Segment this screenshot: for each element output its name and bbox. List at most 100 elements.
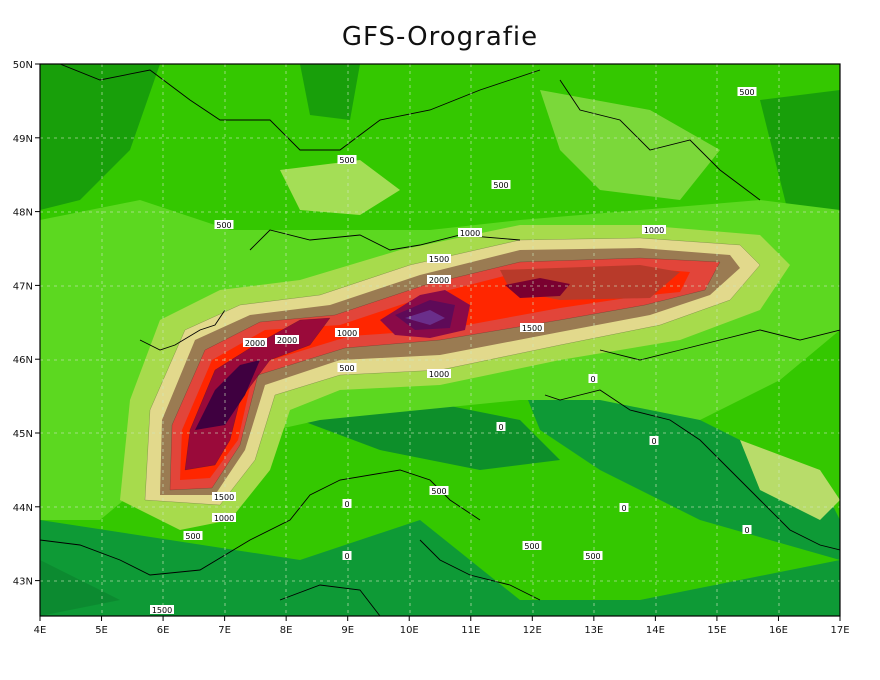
terrain-patch bbox=[300, 64, 360, 120]
x-tick-label: 17E bbox=[830, 625, 849, 636]
svg-text:0: 0 bbox=[651, 437, 656, 446]
contour-label: 2000 bbox=[275, 335, 299, 345]
terrain-patch bbox=[540, 90, 720, 200]
contour-label: 1500 bbox=[212, 492, 236, 502]
contour-label: 500 bbox=[429, 486, 449, 496]
contour-label: 1500 bbox=[520, 323, 544, 333]
svg-text:1000: 1000 bbox=[644, 226, 664, 235]
contour-label: 0 bbox=[588, 374, 598, 384]
svg-text:2000: 2000 bbox=[245, 339, 265, 348]
terrain-patch bbox=[405, 310, 445, 325]
svg-text:500: 500 bbox=[585, 552, 600, 561]
contour-label: 1500 bbox=[427, 254, 451, 264]
svg-text:1000: 1000 bbox=[460, 229, 480, 238]
terrain-patch bbox=[520, 360, 840, 560]
svg-text:0: 0 bbox=[621, 504, 626, 513]
contour-label: 500 bbox=[737, 87, 757, 97]
contour-label: 2000 bbox=[243, 338, 267, 348]
terrain-patch bbox=[505, 278, 570, 298]
terrain-patch bbox=[40, 64, 160, 210]
terrain-patch bbox=[40, 560, 120, 616]
y-tick-label: 47N bbox=[13, 281, 33, 292]
y-axis-ticks: 50N 49N 48N 47N 46N 45N 44N 43N bbox=[13, 60, 40, 588]
svg-text:2000: 2000 bbox=[429, 276, 449, 285]
svg-text:1500: 1500 bbox=[152, 606, 172, 615]
terrain-patch bbox=[195, 360, 260, 430]
contour-label: 0 bbox=[619, 503, 629, 513]
y-tick-label: 49N bbox=[13, 134, 33, 145]
contour-label: 0 bbox=[742, 525, 752, 535]
svg-text:0: 0 bbox=[590, 375, 595, 384]
svg-text:0: 0 bbox=[344, 500, 349, 509]
contour-label: 500 bbox=[522, 541, 542, 551]
x-tick-label: 12E bbox=[523, 625, 542, 636]
svg-text:1500: 1500 bbox=[522, 324, 542, 333]
svg-text:500: 500 bbox=[524, 542, 539, 551]
y-tick-label: 44N bbox=[13, 503, 33, 514]
x-tick-label: 16E bbox=[769, 625, 788, 636]
contour-label: 500 bbox=[491, 180, 511, 190]
x-tick-label: 14E bbox=[646, 625, 665, 636]
terrain-patch bbox=[170, 258, 720, 490]
x-axis-ticks: 4E 5E 6E 7E 8E 9E 10E 11E 12E 13E 14E 15E 16E 17E bbox=[34, 616, 850, 636]
svg-text:1000: 1000 bbox=[337, 329, 357, 338]
x-tick-label: 4E bbox=[34, 625, 47, 636]
x-tick-label: 15E bbox=[707, 625, 726, 636]
y-tick-label: 43N bbox=[13, 577, 33, 588]
y-tick-label: 46N bbox=[13, 355, 33, 366]
terrain-patch bbox=[40, 520, 840, 616]
map-frame bbox=[39, 63, 841, 617]
x-tick-label: 13E bbox=[584, 625, 603, 636]
map-title: GFS-Orografie bbox=[341, 22, 539, 52]
y-tick-label: 48N bbox=[13, 208, 33, 219]
contour-label: 0 bbox=[342, 551, 352, 561]
x-tick-label: 6E bbox=[157, 625, 170, 636]
svg-text:2000: 2000 bbox=[277, 336, 297, 345]
x-tick-label: 11E bbox=[461, 625, 480, 636]
svg-text:1500: 1500 bbox=[429, 255, 449, 264]
svg-text:1000: 1000 bbox=[214, 514, 234, 523]
borders bbox=[40, 64, 840, 616]
contour-label: 1000 bbox=[335, 328, 359, 338]
terrain-patch bbox=[740, 440, 840, 520]
y-tick-label: 45N bbox=[13, 429, 33, 440]
svg-text:500: 500 bbox=[216, 221, 231, 230]
x-tick-label: 10E bbox=[400, 625, 419, 636]
y-tick-label: 50N bbox=[13, 60, 33, 71]
svg-text:500: 500 bbox=[339, 156, 354, 165]
contour-label: 1000 bbox=[642, 225, 666, 235]
contour-label: 500 bbox=[183, 531, 203, 541]
terrain-patch bbox=[300, 400, 560, 470]
svg-text:500: 500 bbox=[339, 364, 354, 373]
contour-label: 1000 bbox=[427, 369, 451, 379]
contour-label: 500 bbox=[214, 220, 234, 230]
contour-label: 1500 bbox=[150, 605, 174, 615]
contour-label: 0 bbox=[342, 499, 352, 509]
svg-text:500: 500 bbox=[185, 532, 200, 541]
x-tick-label: 8E bbox=[280, 625, 293, 636]
svg-text:0: 0 bbox=[344, 552, 349, 561]
contour-label: 0 bbox=[649, 436, 659, 446]
contour-label: 1000 bbox=[212, 513, 236, 523]
x-tick-label: 5E bbox=[95, 625, 108, 636]
svg-text:1000: 1000 bbox=[429, 370, 449, 379]
svg-text:500: 500 bbox=[431, 487, 446, 496]
svg-text:500: 500 bbox=[493, 181, 508, 190]
svg-text:1500: 1500 bbox=[214, 493, 234, 502]
contour-label: 500 bbox=[337, 155, 357, 165]
x-tick-label: 9E bbox=[341, 625, 354, 636]
contour-lines bbox=[144, 237, 761, 506]
svg-text:0: 0 bbox=[498, 423, 503, 432]
svg-text:0: 0 bbox=[744, 526, 749, 535]
contour-label: 0 bbox=[496, 422, 506, 432]
svg-text:500: 500 bbox=[739, 88, 754, 97]
contour-label: 500 bbox=[337, 363, 357, 373]
x-tick-label: 7E bbox=[218, 625, 231, 636]
contour-label: 500 bbox=[583, 551, 603, 561]
contour-labels: 500 500 500 500 500 500 500 500 500 1000 1000 1000 1… bbox=[150, 87, 757, 615]
contour-label: 2000 bbox=[427, 275, 451, 285]
terrain-patch bbox=[185, 318, 330, 470]
terrain-patch bbox=[280, 160, 400, 215]
contour-label: 1000 bbox=[458, 228, 482, 238]
